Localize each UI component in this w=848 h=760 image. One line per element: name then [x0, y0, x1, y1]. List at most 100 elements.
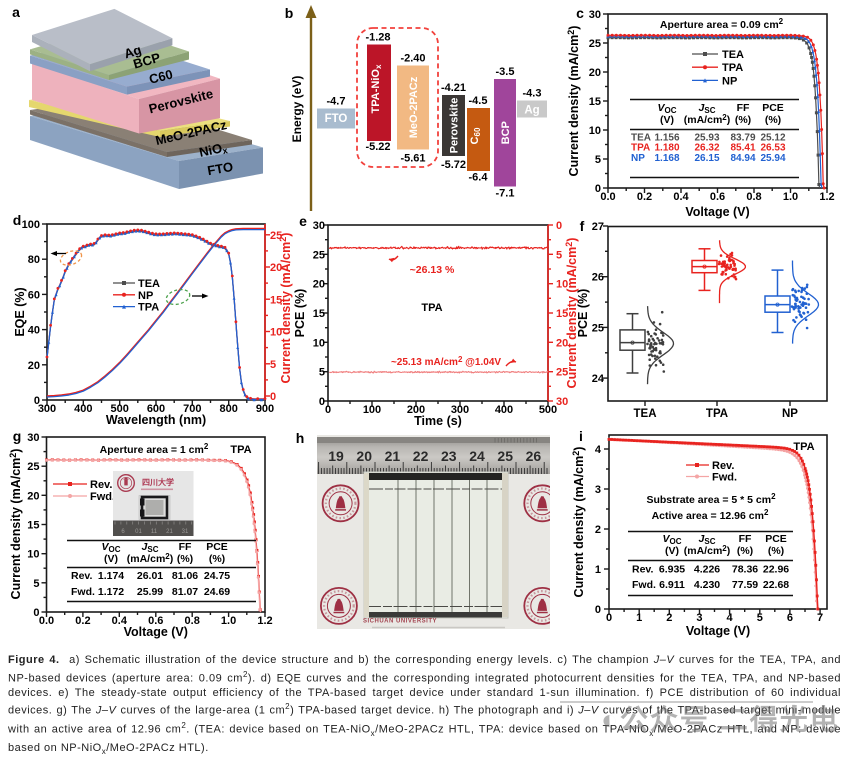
svg-text:TPA: TPA: [631, 143, 650, 154]
svg-text:0.4: 0.4: [673, 191, 689, 203]
svg-text:Rev.: Rev.: [632, 564, 653, 576]
svg-text:0: 0: [33, 607, 39, 619]
svg-text:Rev.: Rev.: [71, 570, 92, 582]
svg-text:FTO: FTO: [325, 113, 348, 125]
svg-text:30: 30: [27, 432, 39, 444]
svg-text:EQE (%): EQE (%): [13, 287, 27, 336]
svg-text:(%): (%): [177, 553, 193, 565]
svg-text:-5.22: -5.22: [365, 141, 390, 153]
svg-text:77.59: 77.59: [732, 579, 758, 591]
svg-text:4: 4: [595, 444, 602, 456]
svg-text:15: 15: [589, 96, 601, 108]
svg-text:BCP: BCP: [131, 50, 162, 72]
svg-text:24: 24: [469, 448, 485, 464]
svg-text:Energy (eV): Energy (eV): [290, 76, 304, 143]
svg-text:20: 20: [589, 67, 601, 79]
svg-text:0: 0: [556, 220, 562, 232]
svg-text:Aperture area = 0.09 cm2: Aperture area = 0.09 cm2: [660, 17, 784, 31]
svg-text:NP: NP: [782, 408, 798, 420]
svg-text:3: 3: [696, 612, 702, 624]
svg-text:4.226: 4.226: [694, 564, 720, 576]
svg-text:Time (s): Time (s): [414, 414, 462, 428]
svg-text:6: 6: [787, 612, 793, 624]
svg-text:10: 10: [27, 549, 39, 561]
svg-text:20: 20: [27, 490, 39, 502]
svg-text:30: 30: [589, 9, 601, 21]
svg-text:0: 0: [34, 395, 40, 407]
svg-text:26: 26: [526, 448, 542, 464]
svg-text:VOC: VOC: [101, 541, 120, 554]
svg-text:Current density (mA/cm2): Current density (mA/cm2): [8, 449, 23, 600]
svg-text:80: 80: [28, 254, 40, 266]
svg-text:C60: C60: [469, 127, 482, 144]
svg-text:FF: FF: [739, 533, 752, 545]
svg-text:0: 0: [606, 612, 612, 624]
svg-text:a: a: [12, 4, 20, 20]
svg-text:Fwd.: Fwd.: [90, 491, 115, 503]
svg-text:23: 23: [441, 448, 457, 464]
svg-text:0.6: 0.6: [148, 615, 163, 627]
svg-text:NP: NP: [722, 75, 737, 87]
svg-text:700: 700: [183, 403, 201, 415]
svg-text:2: 2: [595, 524, 601, 536]
svg-text:b: b: [285, 5, 294, 21]
svg-text:25: 25: [589, 38, 601, 50]
svg-text:5: 5: [757, 612, 763, 624]
svg-text:4: 4: [727, 612, 734, 624]
svg-text:FTO: FTO: [206, 159, 234, 178]
svg-text:25.99: 25.99: [137, 586, 163, 598]
svg-text:85.41: 85.41: [730, 143, 755, 154]
svg-text:25.12: 25.12: [760, 133, 785, 144]
svg-text:10: 10: [270, 327, 282, 339]
svg-text:-1.28: -1.28: [365, 32, 390, 44]
svg-text:7: 7: [817, 612, 823, 624]
svg-text:26.32: 26.32: [694, 143, 719, 154]
svg-text:15: 15: [270, 294, 282, 306]
svg-text:31: 31: [182, 529, 189, 535]
svg-text:Current density (mA/cm2): Current density (mA/cm2): [566, 26, 581, 177]
svg-text:24.69: 24.69: [204, 586, 230, 598]
svg-text:6: 6: [121, 529, 125, 535]
svg-text:25: 25: [313, 249, 325, 261]
svg-text:800: 800: [219, 403, 237, 415]
svg-text:Current density (mA/cm2): Current density (mA/cm2): [564, 238, 579, 389]
svg-text:e: e: [299, 213, 307, 229]
svg-text:TPA: TPA: [793, 441, 814, 453]
svg-text:Fwd.: Fwd.: [712, 472, 737, 484]
svg-text:Ag: Ag: [122, 42, 143, 61]
svg-text:(%): (%): [768, 545, 784, 557]
svg-text:20: 20: [556, 337, 568, 349]
svg-text:5: 5: [556, 249, 562, 261]
svg-text:11: 11: [151, 529, 158, 535]
svg-text:900: 900: [256, 403, 274, 415]
svg-text:15: 15: [313, 308, 325, 320]
svg-text:(%): (%): [737, 545, 753, 557]
svg-text:0.4: 0.4: [112, 615, 128, 627]
svg-text:Substrate area = 5 * 5 cm2: Substrate area = 5 * 5 cm2: [646, 492, 776, 506]
svg-text:1.156: 1.156: [654, 133, 679, 144]
svg-text:400: 400: [495, 404, 513, 416]
svg-text:0.0: 0.0: [39, 615, 54, 627]
svg-text:25.94: 25.94: [760, 153, 785, 164]
svg-text:PCE (%): PCE (%): [293, 289, 307, 338]
svg-text:1.2: 1.2: [819, 191, 834, 203]
svg-text:PCE (%): PCE (%): [576, 289, 590, 338]
svg-text:25: 25: [497, 448, 513, 464]
svg-text:100: 100: [363, 404, 381, 416]
svg-text:TEA: TEA: [631, 133, 651, 144]
svg-text:f: f: [580, 218, 585, 234]
svg-text:FF: FF: [179, 541, 192, 553]
svg-text:26.53: 26.53: [760, 143, 785, 154]
svg-text:300: 300: [451, 404, 469, 416]
svg-text:(mA/cm2): (mA/cm2): [684, 544, 730, 557]
svg-text:0.0: 0.0: [600, 191, 615, 203]
svg-text:Aperture area = 1 cm2: Aperture area = 1 cm2: [100, 442, 209, 456]
svg-text:-2.40: -2.40: [400, 53, 425, 65]
svg-text:6.911: 6.911: [659, 579, 685, 591]
svg-text:1: 1: [595, 564, 601, 576]
svg-text:TPA: TPA: [722, 62, 743, 74]
svg-text:200: 200: [407, 404, 425, 416]
svg-text:100: 100: [22, 219, 40, 231]
svg-text:(%): (%): [765, 114, 781, 126]
svg-text:NP: NP: [138, 290, 153, 302]
